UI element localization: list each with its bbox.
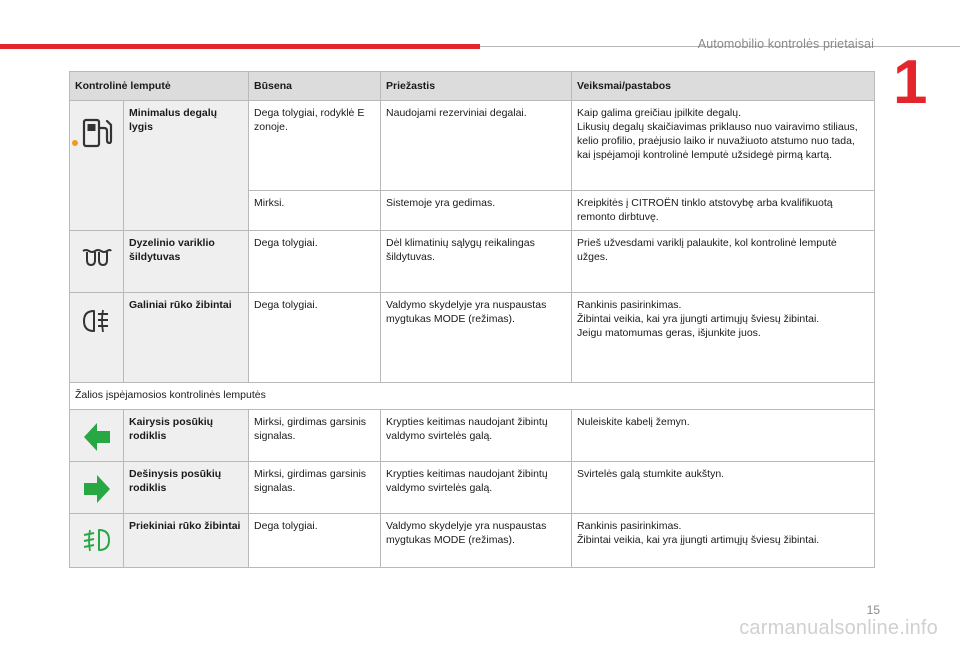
action-cell: Kaip galima greičiau įpilkite degalų. Li… — [571, 100, 876, 191]
state-cell: Mirksi, girdimas garsinis signalas. — [248, 461, 382, 514]
chapter-number: 1 — [893, 48, 928, 117]
cause-cell: Valdymo skydelyje yra nuspaustas mygtuka… — [380, 292, 573, 383]
icon-cell — [69, 513, 124, 568]
light-name: Galiniai rūko žibintai — [122, 292, 250, 383]
cause-cell: Dėl klimatinių sąlygų reikalingas šildyt… — [380, 230, 573, 293]
cause-cell: Krypties keitimas naudojant žibintų vald… — [380, 461, 573, 514]
action-cell: Nuleiskite kabelį žemyn. — [571, 409, 876, 462]
page-number: 15 — [866, 603, 880, 617]
warning-lights-table: Kontrolinė lemputė Būsena Priežastis Vei… — [68, 71, 876, 568]
glow-plug-icon — [81, 249, 112, 267]
section-row: Žalios įspėjamosios kontrolinės lemputės — [68, 382, 876, 410]
light-name: Dyzelinio variklio šildytuvas — [122, 230, 250, 293]
state-cell: Dega tolygiai. — [248, 513, 382, 568]
front-fog-light-icon — [83, 529, 110, 552]
action-cell: Kreipkitės į CITROËN tinklo atstovybę ar… — [571, 190, 876, 231]
light-name: Priekiniai rūko žibintai — [122, 513, 250, 568]
column-header-cause: Priežastis — [380, 71, 573, 101]
state-cell: Mirksi, girdimas garsinis signalas. — [248, 409, 382, 462]
fuel-pump-icon — [82, 118, 112, 148]
action-cell: Rankinis pasirinkimas. Žibintai veikia, … — [571, 513, 876, 568]
rear-fog-light-icon — [82, 309, 108, 333]
state-cell: Dega tolygiai, rodyklė E zonoje. — [248, 100, 382, 191]
light-name: Kairysis posūkių rodiklis — [122, 409, 250, 462]
table-row: Dešinysis posūkių rodiklis Mirksi, girdi… — [69, 461, 876, 514]
state-cell: Dega tolygiai. — [248, 292, 382, 383]
watermark: carmanualsonline.info — [739, 617, 938, 639]
light-name: Minimalus degalų lygis — [122, 100, 250, 231]
icon-cell — [69, 409, 124, 462]
cause-cell: Naudojami rezerviniai degalai. — [380, 100, 573, 191]
table-row: Minimalus degalų lygis Dega tolygiai, ro… — [69, 100, 876, 231]
orange-warning-dot — [72, 140, 78, 146]
table-row: Mirksi. Sistemoje yra gedimas. Kreipkitė… — [70, 190, 876, 231]
column-header-action: Veiksmai/pastabos — [571, 71, 876, 101]
header-accent-bar — [0, 44, 480, 49]
action-cell: Prieš užvesdami variklį palaukite, kol k… — [571, 230, 876, 293]
action-cell: Rankinis pasirinkimas. Žibintai veikia, … — [571, 292, 876, 383]
column-header-state: Būsena — [248, 71, 382, 101]
table-header-row: Kontrolinė lemputė Būsena Priežastis Vei… — [68, 71, 876, 101]
right-arrow-icon — [83, 475, 110, 503]
left-arrow-icon — [83, 423, 110, 451]
icon-cell — [69, 100, 124, 231]
cause-cell: Sistemoje yra gedimas. — [380, 190, 573, 231]
header-rule — [480, 46, 960, 47]
cause-cell: Krypties keitimas naudojant žibintų vald… — [380, 409, 573, 462]
chapter-title: Automobilio kontrolės prietaisai — [697, 37, 874, 51]
state-cell: Dega tolygiai. — [248, 230, 382, 293]
state-cell: Mirksi. — [248, 190, 382, 231]
icon-cell — [69, 461, 124, 514]
table-row: Dyzelinio variklio šildytuvas Dega tolyg… — [69, 230, 876, 293]
action-cell: Svirtelės galą stumkite aukštyn. — [571, 461, 876, 514]
table-row: Priekiniai rūko žibintai Dega tolygiai. … — [69, 513, 876, 568]
table-row: Kairysis posūkių rodiklis Mirksi, girdim… — [69, 409, 876, 462]
cause-cell: Valdymo skydelyje yra nuspaustas mygtuka… — [380, 513, 573, 568]
table-row: Galiniai rūko žibintai Dega tolygiai. Va… — [69, 292, 876, 383]
column-header-light: Kontrolinė lemputė — [68, 71, 250, 101]
icon-cell — [69, 292, 124, 383]
icon-cell — [69, 230, 124, 293]
section-label: Žalios įspėjamosios kontrolinės lemputės — [68, 382, 876, 410]
light-name: Dešinysis posūkių rodiklis — [122, 461, 250, 514]
